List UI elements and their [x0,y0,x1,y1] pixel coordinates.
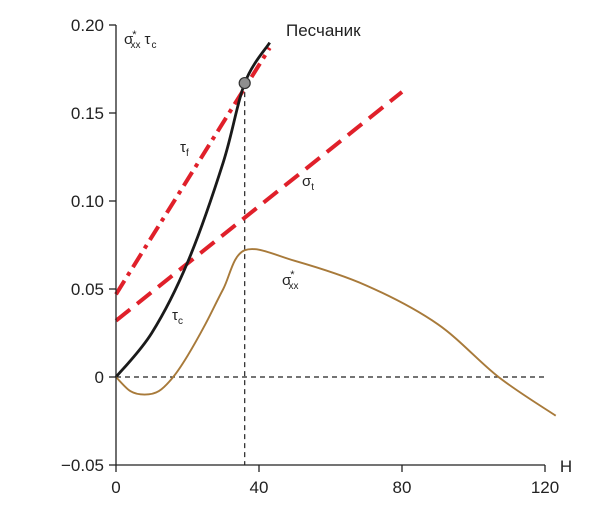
x-tick-label: 120 [531,478,559,497]
y-tick-label: 0.10 [71,192,104,211]
y-tick-label: −0.05 [61,456,104,475]
x-tick-label: 40 [250,478,269,497]
x-tick-label: 80 [393,478,412,497]
chart-title: Песчаник [286,21,361,40]
y-tick-label: 0.05 [71,280,104,299]
x-tick-label: 0 [111,478,120,497]
reference-lines [116,83,545,465]
intersection-marker [238,76,251,90]
series-line-σt [114,90,404,323]
series-label-σt: σt [302,173,314,193]
x-axis-label: H [560,457,572,476]
y-tick-label: 0 [95,368,104,387]
series-layer [114,41,557,417]
series-label-τc: τc [172,307,183,327]
y-axis-label: σ* xx τc [124,29,156,51]
y-tick-label: 0.20 [71,16,104,35]
axes: 0.20 0.15 0.10 0.05 0 −0.05 0 40 80 120 [61,16,559,497]
series-line-σ*xx [115,248,557,417]
y-tick-label: 0.15 [71,104,104,123]
series-label-σ*xx: σ* xx [282,269,299,292]
series-line-τc [114,41,271,378]
series-label-τf: τf [180,139,189,159]
labels: Hσ* xx τc Песчаник τf σt τc σ* xx [124,21,572,476]
